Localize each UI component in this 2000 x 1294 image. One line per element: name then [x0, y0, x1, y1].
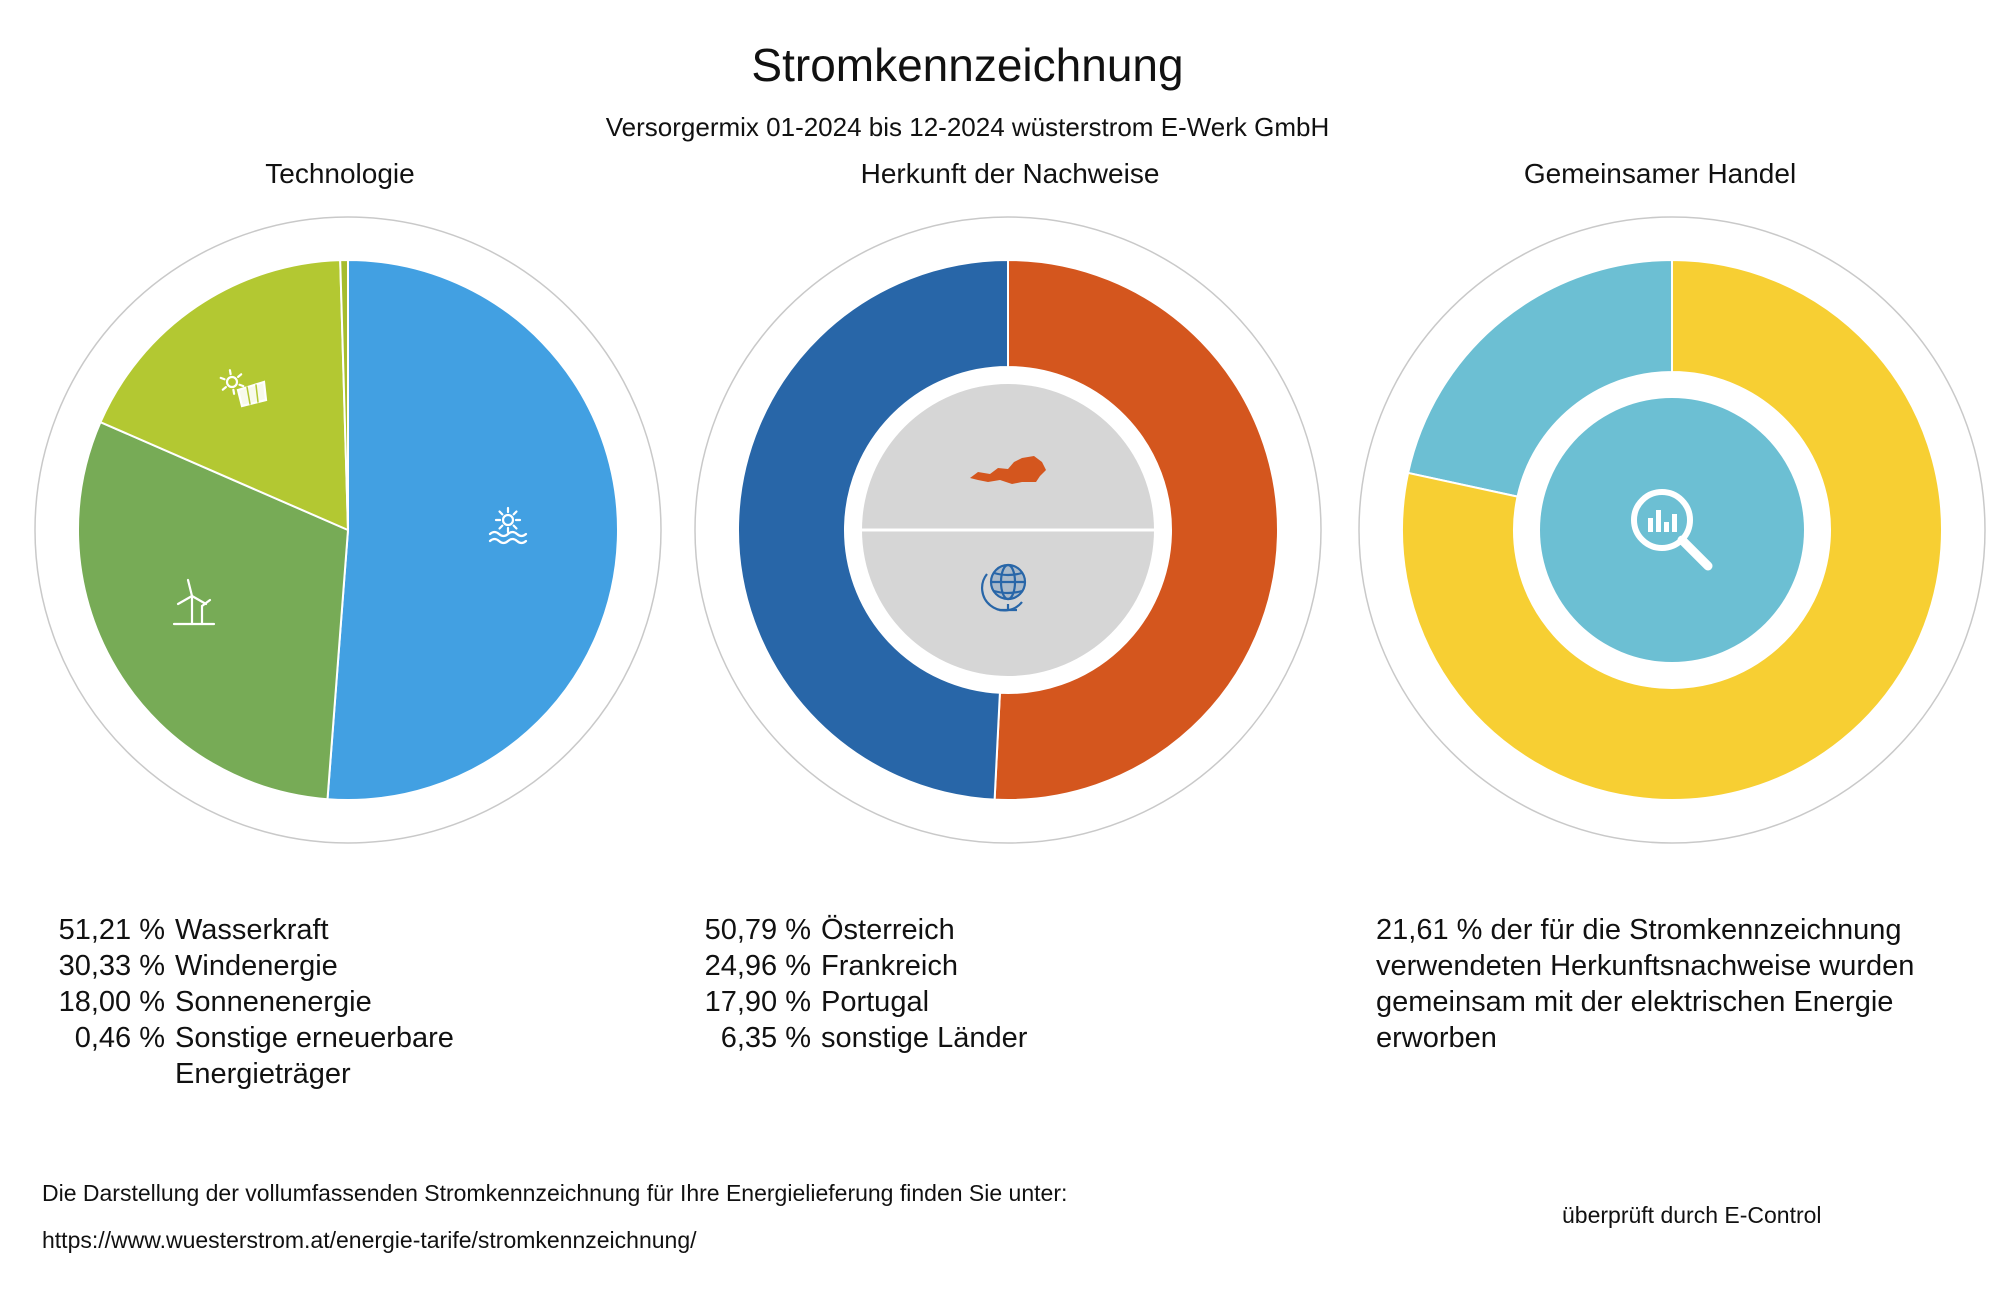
solar-panel-icon — [219, 369, 268, 408]
legend-row: 0,46 % Sonstige erneuerbare Energieträge… — [40, 1020, 515, 1092]
slice-sonstige-erneuerbare-energietr-ger — [339, 258, 349, 531]
chart-title-handel: Gemeinsamer Handel — [1523, 158, 1797, 189]
legend-label: Frankreich — [821, 950, 958, 982]
slice-wasserkraft — [326, 258, 619, 801]
legend-label: Windenergie — [175, 950, 338, 982]
slice-icons — [172, 369, 528, 626]
legend-row: 24,96 % Frankreich — [686, 948, 1161, 984]
legend-pct: 30,33 % — [58, 950, 165, 982]
water-sun-icon — [488, 506, 528, 545]
handel-description: 21,61 % der für die Stromkennzeichnung v… — [1376, 914, 1915, 1054]
legend-pct: 17,90 % — [704, 986, 811, 1018]
magnifier-chart-icon — [1631, 489, 1713, 571]
legend-label: Portugal — [821, 986, 930, 1018]
globe-icon — [980, 563, 1027, 612]
slice-sonstige-l-nder — [737, 258, 1009, 801]
herkunft-legend: 50,79 % Österreich 24,96 % Frankreich 17… — [686, 912, 1161, 1056]
legend-row: 30,33 % Windenergie — [40, 948, 515, 984]
legend-row: 51,21 % Wasserkraft — [40, 912, 515, 948]
slice-brige — [1401, 258, 1943, 801]
legend-row: 6,35 % sonstige Länder — [686, 1020, 1161, 1056]
verified-note: überprüft durch E-Control — [1562, 1202, 1822, 1228]
slice-gemeinsam-mit-der-elektrischen-energie-erworben — [1406, 258, 1673, 498]
legend-pct: 0,46 % — [74, 1022, 165, 1054]
slice-sterreich — [993, 258, 1280, 801]
handel-donut — [1358, 216, 1986, 844]
legend-row: 18,00 % Sonnenenergie — [40, 984, 515, 1020]
chart-title-technologie: Technologie — [265, 158, 415, 189]
legend-label: sonstige Länder — [821, 1022, 1028, 1054]
chart-title-herkunft: Herkunft der Nachweise — [860, 158, 1160, 189]
legend-label: Wasserkraft — [175, 914, 329, 946]
footer-url[interactable]: https://www.wuesterstrom.at/energie-tari… — [42, 1227, 697, 1253]
page-title: Stromkennzeichnung — [751, 39, 1184, 91]
legend-label: Sonstige erneuerbare Energieträger — [175, 1022, 454, 1090]
footer-note: Die Darstellung der vollumfassenden Stro… — [42, 1180, 1068, 1206]
legend-row: 17,90 % Portugal — [686, 984, 1161, 1020]
legend-pct: 18,00 % — [58, 986, 165, 1018]
legend-row: 50,79 % Österreich — [686, 912, 1161, 948]
page-subtitle: Versorgermix 01-2024 bis 12-2024 wüsters… — [605, 112, 1330, 142]
austria-map-icon — [970, 456, 1046, 484]
legend-label: Österreich — [821, 914, 955, 946]
slice-windenergie — [77, 420, 350, 801]
legend-pct: 24,96 % — [704, 950, 811, 982]
technologie-legend: 51,21 % Wasserkraft 30,33 % Windenergie … — [40, 912, 515, 1092]
herkunft-donut — [694, 216, 1322, 844]
slice-sonnenenergie — [99, 259, 350, 532]
legend-label: Sonnenenergie — [175, 986, 372, 1018]
technologie-pie — [34, 216, 662, 844]
legend-pct: 51,21 % — [58, 914, 165, 946]
legend-pct: 6,35 % — [720, 1022, 811, 1054]
legend-pct: 50,79 % — [704, 914, 811, 946]
wind-turbine-icon — [172, 578, 216, 626]
